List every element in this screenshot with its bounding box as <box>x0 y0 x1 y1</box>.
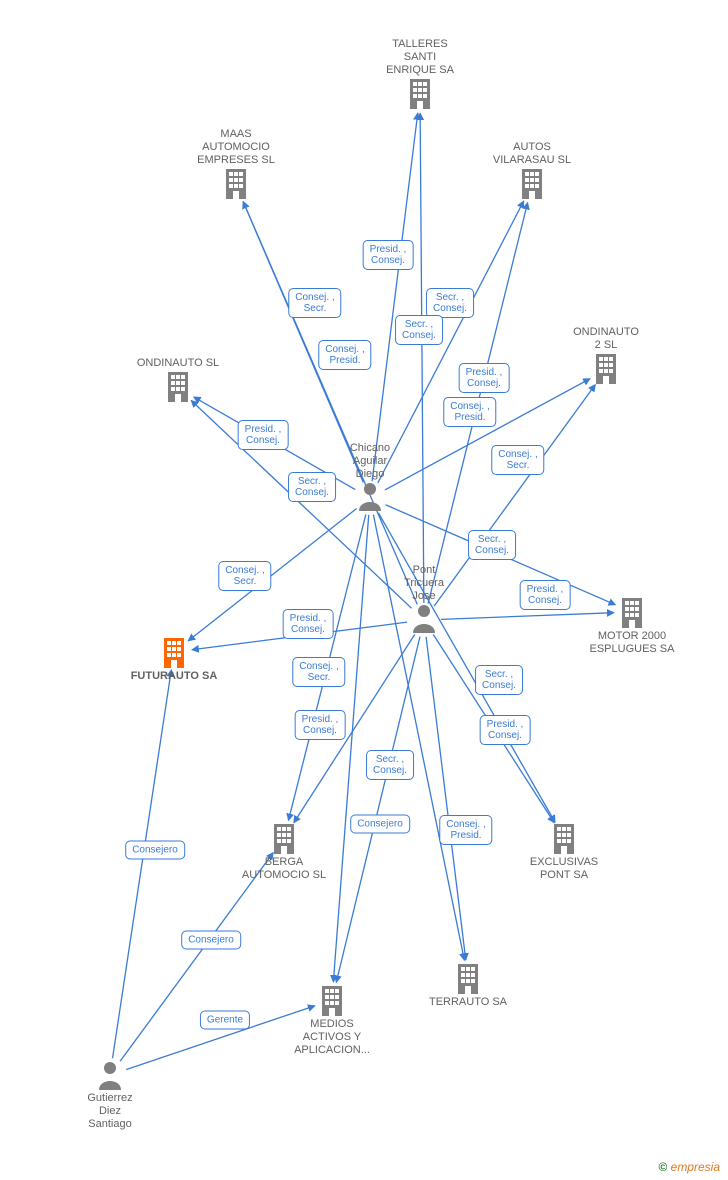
edge-label-pont-talleres: Secr. , Consej. <box>395 315 443 345</box>
copyright-symbol: © <box>658 1160 667 1174</box>
person-node-pont[interactable]: Pont Tricuera Jose <box>369 564 479 635</box>
edge-label-chicano-motor2000: Secr. , Consej. <box>468 530 516 560</box>
node-label: FUTURAUTO SA <box>119 670 229 683</box>
node-label: Gutierrez Diez Santiago <box>55 1092 165 1131</box>
brand-name: empresia <box>671 1160 720 1174</box>
node-label: EXCLUSIVAS PONT SA <box>509 856 619 882</box>
edge-label-chicano-ondinauto2: Presid. , Consej. <box>459 363 510 393</box>
node-label: TALLERES SANTI ENRIQUE SA <box>365 38 475 77</box>
edge-gutierrez-futurauto <box>113 670 172 1058</box>
node-label: BERGA AUTOMOCIO SL <box>229 856 339 882</box>
edge-label-pont-autos: Consej. , Presid. <box>443 397 496 427</box>
company-node-talleres[interactable]: TALLERES SANTI ENRIQUE SA <box>365 38 475 111</box>
edge-label-gutierrez-berga: Consejero <box>181 931 241 950</box>
company-node-terrauto[interactable]: TERRAUTO SA <box>413 962 523 1009</box>
company-node-autos[interactable]: AUTOS VILARASAU SL <box>477 141 587 201</box>
edge-label-pont-futurauto: Presid. , Consej. <box>283 609 334 639</box>
company-node-motor2000[interactable]: MOTOR 2000 ESPLUGUES SA <box>577 596 687 656</box>
edge-pont-talleres <box>420 113 424 603</box>
node-label: AUTOS VILARASAU SL <box>477 141 587 167</box>
network-diagram: Consej. , Secr.Presid. , Consej.Secr. , … <box>0 0 728 1180</box>
company-node-ondinauto2[interactable]: ONDINAUTO 2 SL <box>551 326 661 386</box>
company-node-exclusivas[interactable]: EXCLUSIVAS PONT SA <box>509 822 619 882</box>
edge-label-pont-ondinauto2: Consej. , Secr. <box>491 445 544 475</box>
edge-label-chicano-medios: Consejero <box>350 815 410 834</box>
company-node-medios[interactable]: MEDIOS ACTIVOS Y APLICACION... <box>277 984 387 1057</box>
node-label: MEDIOS ACTIVOS Y APLICACION... <box>277 1018 387 1057</box>
node-label: ONDINAUTO 2 SL <box>551 326 661 352</box>
edge-chicano-medios <box>333 515 368 982</box>
edge-label-pont-terrauto: Consej. , Presid. <box>439 815 492 845</box>
edge-label-chicano-ondinauto: Presid. , Consej. <box>238 420 289 450</box>
company-node-maas[interactable]: MAAS AUTOMOCIO EMPRESES SL <box>181 128 291 201</box>
node-label: Pont Tricuera Jose <box>369 564 479 603</box>
edge-label-chicano-exclusivas: Secr. , Consej. <box>475 665 523 695</box>
node-label: MAAS AUTOMOCIO EMPRESES SL <box>181 128 291 167</box>
edge-label-pont-motor2000: Presid. , Consej. <box>520 580 571 610</box>
edge-gutierrez-berga <box>120 853 273 1062</box>
edge-label-chicano-futurauto: Consej. , Secr. <box>218 561 271 591</box>
company-node-berga[interactable]: BERGA AUTOMOCIO SL <box>229 822 339 882</box>
person-node-gutierrez[interactable]: Gutierrez Diez Santiago <box>55 1060 165 1131</box>
edge-label-chicano-maas: Consej. , Secr. <box>288 288 341 318</box>
edge-label-pont-berga: Presid. , Consej. <box>295 710 346 740</box>
edge-label-pont-exclusivas: Presid. , Consej. <box>480 715 531 745</box>
edge-chicano-talleres <box>372 113 418 481</box>
edge-label-pont-maas: Consej. , Presid. <box>318 340 371 370</box>
edge-label-gutierrez-futurauto: Consejero <box>125 841 185 860</box>
edge-label-chicano-talleres: Presid. , Consej. <box>363 240 414 270</box>
node-label: ONDINAUTO SL <box>123 357 233 370</box>
company-node-futurauto[interactable]: FUTURAUTO SA <box>119 636 229 683</box>
edge-pont-terrauto <box>426 637 466 960</box>
footer-credit: © empresia <box>658 1160 720 1174</box>
edge-pont-medios <box>336 637 420 983</box>
node-label: Chicano Aguilar Diego <box>315 442 425 481</box>
node-label: MOTOR 2000 ESPLUGUES SA <box>577 630 687 656</box>
node-label: TERRAUTO SA <box>413 996 523 1009</box>
edge-label-gutierrez-medios: Gerente <box>200 1011 250 1030</box>
edge-label-chicano-autos: Secr. , Consej. <box>426 288 474 318</box>
edge-label-chicano-berga: Consej. , Secr. <box>292 657 345 687</box>
edge-label-chicano-terrauto: Secr. , Consej. <box>366 750 414 780</box>
company-node-ondinauto[interactable]: ONDINAUTO SL <box>123 357 233 404</box>
person-node-chicano[interactable]: Chicano Aguilar Diego <box>315 442 425 513</box>
